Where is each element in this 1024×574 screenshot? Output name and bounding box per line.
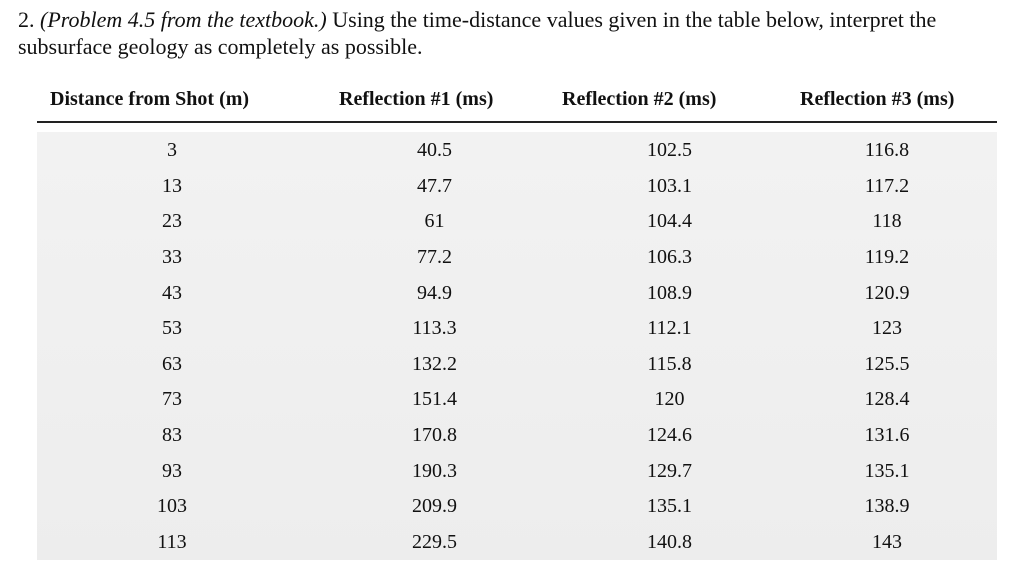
- table-row: 33 77.2 106.3 119.2: [37, 240, 997, 276]
- cell-reflection-3: 120.9: [864, 281, 910, 304]
- cell-reflection-2: 108.9: [647, 281, 692, 304]
- cell-distance: 23: [162, 210, 182, 233]
- table-row: 63 132.2 115.8 125.5: [37, 347, 997, 383]
- cell-reflection-3: 125.5: [864, 352, 910, 375]
- cell-reflection-3: 143: [872, 530, 902, 553]
- header-rule: [37, 121, 997, 133]
- cell-reflection-3: 135.1: [864, 459, 910, 482]
- cell-reflection-3: 116.8: [864, 139, 910, 162]
- cell-reflection-1: 132.2: [412, 352, 457, 375]
- cell-distance: 13: [162, 174, 182, 197]
- cell-reflection-1: 47.7: [417, 174, 452, 197]
- table-row: 103 209.9 135.1 138.9: [37, 489, 997, 525]
- cell-reflection-1: 40.5: [417, 139, 452, 162]
- cell-distance: 43: [162, 281, 182, 304]
- cell-distance: 73: [162, 388, 182, 411]
- header-reflection-1: Reflection #1 (ms): [339, 88, 494, 110]
- table-row: 93 190.3 129.7 135.1: [37, 453, 997, 489]
- cell-reflection-3: 138.9: [864, 495, 910, 518]
- cell-reflection-3: 128.4: [864, 388, 910, 411]
- table-row: 73 151.4 120 128.4: [37, 382, 997, 418]
- question-body: Using the time-distance values given in …: [18, 7, 937, 59]
- cell-reflection-2: 103.1: [647, 174, 692, 197]
- cell-reflection-1: 113.3: [412, 317, 457, 340]
- cell-reflection-2: 135.1: [647, 495, 692, 518]
- cell-distance: 113: [157, 530, 187, 553]
- question-number: 2.: [18, 7, 35, 32]
- table-row: 83 170.8 124.6 131.6: [37, 418, 997, 454]
- time-distance-table: Distance from Shot (m) Reflection #1 (ms…: [37, 78, 997, 560]
- table-row: 23 61 104.4 118: [37, 204, 997, 240]
- cell-reflection-2: 120: [654, 388, 685, 411]
- cell-reflection-2: 104.4: [647, 210, 692, 233]
- table-header-row: Distance from Shot (m) Reflection #1 (ms…: [37, 78, 997, 122]
- cell-reflection-2: 102.5: [647, 139, 692, 162]
- table-row: 3 40.5 102.5 116.8: [37, 133, 997, 169]
- cell-reflection-3: 123: [872, 317, 902, 340]
- cell-reflection-1: 190.3: [412, 459, 457, 482]
- cell-reflection-2: 129.7: [647, 459, 692, 482]
- table-row: 43 94.9 108.9 120.9: [37, 275, 997, 311]
- time-distance-table-container: Distance from Shot (m) Reflection #1 (ms…: [37, 78, 997, 560]
- cell-reflection-1: 77.2: [417, 246, 452, 269]
- cell-distance: 3: [167, 139, 177, 162]
- table-row: 113 229.5 140.8 143: [37, 525, 997, 561]
- cell-reflection-3: 117.2: [864, 174, 910, 197]
- cell-reflection-2: 112.1: [647, 317, 692, 340]
- table-body: 3 40.5 102.5 116.8 13 47.7 103.1 117.2 23 61 104.4…: [37, 121, 997, 561]
- table-row: 53 113.3 112.1 123: [37, 311, 997, 347]
- cell-distance: 103: [157, 495, 187, 518]
- cell-reflection-1: 94.9: [417, 281, 452, 304]
- cell-reflection-3: 131.6: [864, 424, 910, 447]
- header-reflection-3: Reflection #3 (ms): [800, 88, 955, 110]
- cell-reflection-1: 151.4: [412, 388, 457, 411]
- cell-distance: 83: [162, 424, 182, 447]
- cell-reflection-1: 61: [424, 210, 445, 233]
- cell-distance: 33: [162, 246, 182, 269]
- cell-reflection-1: 229.5: [412, 530, 457, 553]
- cell-distance: 53: [162, 317, 182, 340]
- cell-reflection-2: 115.8: [647, 352, 692, 375]
- cell-reflection-2: 140.8: [647, 530, 692, 553]
- cell-reflection-1: 170.8: [412, 424, 457, 447]
- cell-reflection-2: 124.6: [647, 424, 692, 447]
- header-distance: Distance from Shot (m): [50, 88, 250, 110]
- question-reference: (Problem 4.5 from the textbook.): [40, 7, 327, 32]
- table-row: 13 47.7 103.1 117.2: [37, 169, 997, 205]
- cell-distance: 93: [162, 459, 182, 482]
- cell-reflection-1: 209.9: [412, 495, 457, 518]
- cell-reflection-3: 119.2: [864, 246, 910, 269]
- question-text: 2. (Problem 4.5 from the textbook.) Usin…: [18, 6, 1008, 60]
- cell-distance: 63: [162, 352, 182, 375]
- cell-reflection-2: 106.3: [647, 246, 692, 269]
- header-reflection-2: Reflection #2 (ms): [562, 88, 717, 110]
- cell-reflection-3: 118: [872, 210, 902, 233]
